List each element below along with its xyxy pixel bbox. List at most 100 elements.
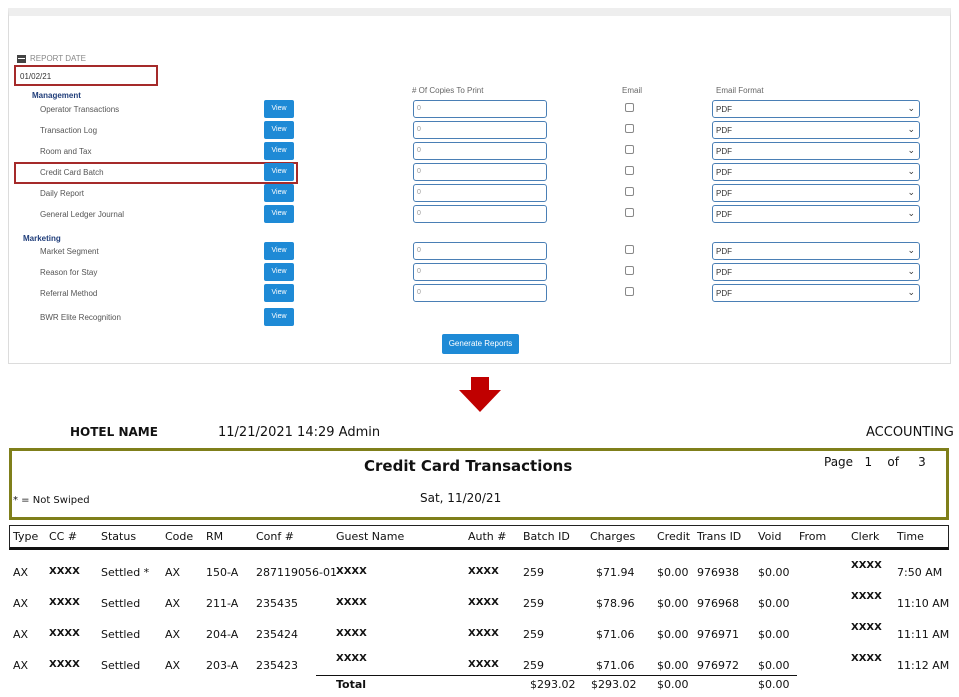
column-header-clerk: Clerk [851,530,880,543]
cell-guest: XXXX [336,597,367,608]
column-header-charges: Charges [590,530,636,543]
email-format-select-room-and-tax[interactable]: PDF ⌄ [712,142,920,160]
cell-cc: XXXX [49,659,80,670]
copies-column-header: # Of Copies To Print [412,86,484,95]
cell-status: Settled [101,597,141,610]
email-format-value: PDF [716,289,732,298]
view-button-credit-card-batch[interactable]: View [264,163,294,181]
cell-batch: 259 [523,597,544,610]
email-format-value: PDF [716,210,732,219]
view-button-market-segment[interactable]: View [264,242,294,260]
cell-auth: XXXX [468,659,499,670]
copies-input-room-and-tax[interactable]: 0 [413,142,547,160]
column-header-type: Type [13,530,39,543]
column-header-trans: Trans ID [697,530,742,543]
email-checkbox-transaction-log[interactable] [625,124,634,133]
total-label: Total [336,678,367,691]
email-format-value: PDF [716,268,732,277]
not-swiped-legend: * = Not Swiped [13,495,90,506]
cell-status: Settled [101,628,141,641]
cell-clerk: XXXX [851,560,882,571]
column-header-auth: Auth # [468,530,507,543]
cell-trans: 976968 [697,597,739,610]
cell-rm: 203-A [206,659,239,672]
column-header-cc: CC # [49,530,78,543]
email-checkbox-reason-for-stay[interactable] [625,266,634,275]
credit-card-batch-highlight [14,162,298,184]
copies-input-reason-for-stay[interactable]: 0 [413,263,547,281]
cell-time: 11:12 AM [897,659,950,672]
run-info: 11/21/2021 14:29 Admin [218,425,380,440]
view-button-reason-for-stay[interactable]: View [264,263,294,281]
page-of-label: of [887,455,899,469]
email-format-value: PDF [716,147,732,156]
cell-clerk: XXXX [851,622,882,633]
cell-charges: $78.96 [596,597,635,610]
view-button-room-and-tax[interactable]: View [264,142,294,160]
cell-auth: XXXX [468,597,499,608]
cell-code: AX [165,566,181,579]
copies-input-daily-report[interactable]: 0 [413,184,547,202]
email-format-select-daily-report[interactable]: PDF ⌄ [712,184,920,202]
email-checkbox-daily-report[interactable] [625,187,634,196]
copies-input-referral-method[interactable]: 0 [413,284,547,302]
email-checkbox-referral-method[interactable] [625,287,634,296]
email-format-select-operator-transactions[interactable]: PDF ⌄ [712,100,920,118]
cell-batch: 259 [523,628,544,641]
report-date: Sat, 11/20/21 [420,491,502,505]
cell-status: Settled [101,659,141,672]
copies-input-general-ledger-journal[interactable]: 0 [413,205,547,223]
email-checkbox-operator-transactions[interactable] [625,103,634,112]
cell-conf: 235423 [256,659,298,672]
column-header-status: Status [101,530,137,543]
email-format-value: PDF [716,168,732,177]
generate-reports-button[interactable]: Generate Reports [442,334,519,354]
report-row-label-reason-for-stay: Reason for Stay [40,268,98,277]
chevron-down-icon: ⌄ [907,124,915,134]
email-checkbox-room-and-tax[interactable] [625,145,634,154]
report-row-label-general-ledger-journal: General Ledger Journal [40,210,125,219]
view-button-bwr-elite-recognition[interactable]: View [264,308,294,326]
view-button-general-ledger-journal[interactable]: View [264,205,294,223]
column-header-void: Void [758,530,782,543]
cell-auth: XXXX [468,628,499,639]
column-header-time: Time [897,530,924,543]
cell-time: 7:50 AM [897,566,943,579]
cell-charges: $71.94 [596,566,635,579]
cell-time: 11:11 AM [897,628,950,641]
column-header-batch: Batch ID [523,530,570,543]
copies-input-transaction-log[interactable]: 0 [413,121,547,139]
cell-type: AX [13,659,29,672]
copies-input-market-segment[interactable]: 0 [413,242,547,260]
cell-code: AX [165,659,181,672]
report-date-input[interactable]: 01/02/21 [14,65,158,86]
email-format-value: PDF [716,126,732,135]
section-management: Management [32,91,81,100]
column-header-rm: RM [206,530,224,543]
cell-void: $0.00 [758,628,790,641]
copies-input-operator-transactions[interactable]: 0 [413,100,547,118]
copies-input-credit-card-batch[interactable]: 0 [413,163,547,181]
cell-trans: 976938 [697,566,739,579]
view-button-transaction-log[interactable]: View [264,121,294,139]
cell-type: AX [13,597,29,610]
chevron-down-icon: ⌄ [907,145,915,155]
email-checkbox-general-ledger-journal[interactable] [625,208,634,217]
cell-cc: XXXX [49,597,80,608]
email-format-select-referral-method[interactable]: PDF ⌄ [712,284,920,302]
report-row-label-transaction-log: Transaction Log [40,126,98,135]
email-format-select-reason-for-stay[interactable]: PDF ⌄ [712,263,920,281]
email-checkbox-market-segment[interactable] [625,245,634,254]
email-checkbox-credit-card-batch[interactable] [625,166,634,175]
cell-guest: XXXX [336,653,367,664]
view-button-daily-report[interactable]: View [264,184,294,202]
email-format-select-transaction-log[interactable]: PDF ⌄ [712,121,920,139]
email-format-select-general-ledger-journal[interactable]: PDF ⌄ [712,205,920,223]
page-label: Page [824,455,854,469]
email-format-select-credit-card-batch[interactable]: PDF ⌄ [712,163,920,181]
chevron-down-icon: ⌄ [907,208,915,218]
view-button-operator-transactions[interactable]: View [264,100,294,118]
page-number: 1 [864,455,873,469]
view-button-referral-method[interactable]: View [264,284,294,302]
email-format-select-market-segment[interactable]: PDF ⌄ [712,242,920,260]
